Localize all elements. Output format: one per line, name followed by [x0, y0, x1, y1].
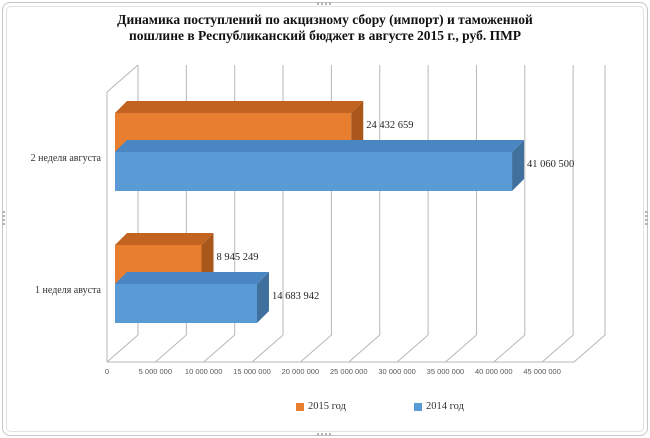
wall-left-top-edge — [106, 64, 139, 93]
legend-item-2014-год[interactable]: 2014 год — [414, 401, 464, 412]
bar-2014-год-cat2-top[interactable] — [115, 272, 269, 284]
gridline-floor — [396, 334, 429, 363]
gridline-floor — [493, 334, 526, 363]
bar-2014-год-cat2-front[interactable] — [115, 283, 257, 323]
resize-handle-bottom[interactable] — [317, 433, 333, 436]
gridline-floor — [348, 334, 381, 363]
resize-handle-left[interactable] — [2, 211, 5, 227]
gridline-floor — [106, 334, 139, 363]
gridline-floor — [445, 334, 477, 363]
x-axis-tick-label: 0 — [104, 367, 110, 376]
bar-2014-год-cat1-front[interactable] — [115, 151, 513, 191]
bar-2014-год-cat1-side[interactable] — [512, 140, 525, 191]
value-label-2014-год-cat2: 14 683 942 — [271, 290, 320, 302]
wall-right-floor-edge — [573, 334, 606, 363]
chart-title-line-1[interactable]: Динамика поступлений по акцизному сбору … — [117, 12, 533, 27]
legend-swatch-icon — [414, 402, 422, 411]
gridline-floor — [203, 334, 236, 363]
category-label-1: 2 неделя августа — [30, 153, 101, 164]
x-axis-tick-label: 10 000 000 — [184, 367, 223, 376]
gridline-floor — [251, 334, 284, 363]
legend-label: 2014 год — [426, 401, 464, 412]
resize-handle-top[interactable] — [317, 2, 333, 5]
x-axis-tick-label: 25 000 000 — [329, 367, 368, 376]
x-axis-tick-label: 20 000 000 — [281, 367, 320, 376]
x-axis-tick-label: 30 000 000 — [378, 367, 416, 376]
legend-label: 2015 год — [308, 401, 346, 412]
x-axis-tick-label: 45 000 000 — [523, 367, 561, 376]
resize-handle-right[interactable] — [645, 211, 648, 227]
bar-2015-год-cat1-side[interactable] — [351, 101, 364, 152]
bar-2014-год-cat1-top[interactable] — [115, 140, 525, 152]
x-axis-tick-label: 5 000 000 — [138, 367, 173, 376]
x-axis-tick-label: 35 000 000 — [426, 367, 465, 376]
bar-2015-год-cat2-top[interactable] — [115, 233, 214, 245]
gridline-floor — [155, 334, 187, 363]
gridline-floor — [541, 334, 574, 363]
bar-2014-год-cat2-side[interactable] — [256, 272, 269, 323]
chart-title-line-2[interactable]: пошлине в Республиканский бюджет в авгус… — [128, 28, 522, 43]
gridline-floor — [300, 334, 332, 363]
value-label-2015-год-cat1: 24 432 659 — [366, 119, 414, 131]
legend-item-2015-год[interactable]: 2015 год — [296, 401, 346, 412]
value-label-2014-год-cat1: 41 060 500 — [527, 158, 575, 170]
bar-2015-год-cat1-top[interactable] — [115, 101, 364, 113]
x-axis-tick-label: 40 000 000 — [475, 367, 513, 376]
value-label-2015-год-cat2: 8 945 249 — [216, 251, 259, 263]
category-label-2: 1 неделя авуста — [35, 285, 101, 296]
bar-2015-год-cat2-side[interactable] — [201, 233, 214, 284]
x-axis-tick-label: 15 000 000 — [233, 367, 271, 376]
legend-swatch-icon — [296, 402, 304, 411]
